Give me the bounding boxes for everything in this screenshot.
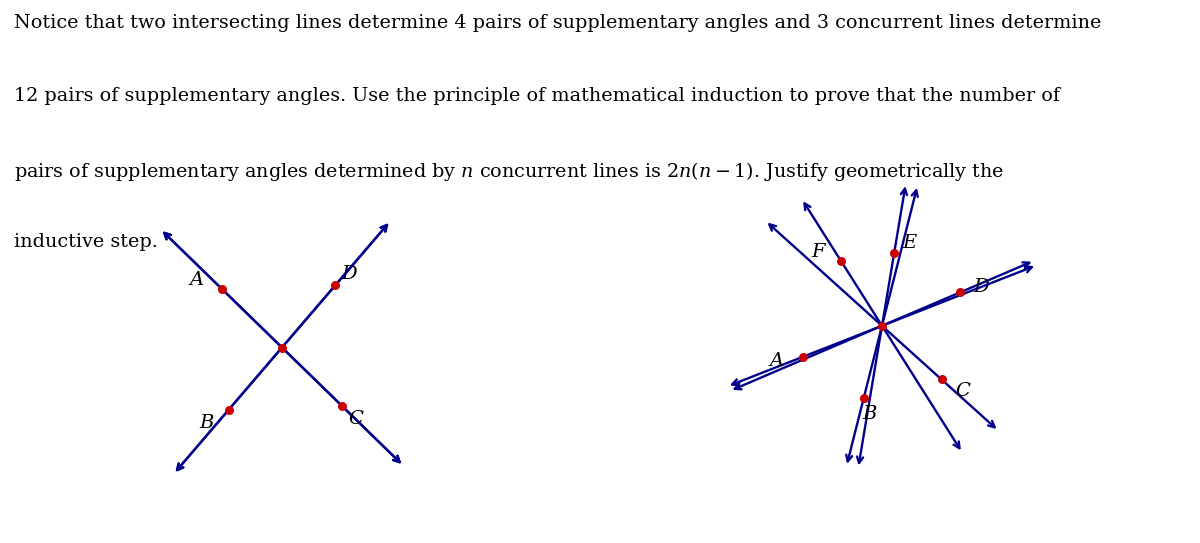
Text: $A$: $A$: [187, 270, 204, 288]
Text: $A$: $A$: [768, 352, 785, 370]
Text: $D$: $D$: [341, 266, 359, 283]
Text: $B$: $B$: [862, 405, 877, 423]
Text: inductive step.: inductive step.: [14, 233, 158, 251]
Text: $F$: $F$: [811, 243, 828, 261]
Text: pairs of supplementary angles determined by $n$ concurrent lines is $2n(n - 1)$.: pairs of supplementary angles determined…: [14, 160, 1004, 183]
Text: Notice that two intersecting lines determine 4 pairs of supplementary angles and: Notice that two intersecting lines deter…: [14, 14, 1102, 31]
Text: $E$: $E$: [901, 235, 918, 252]
Text: $C$: $C$: [348, 411, 365, 428]
Text: $D$: $D$: [973, 278, 990, 296]
Text: $B$: $B$: [199, 414, 215, 432]
Text: 12 pairs of supplementary angles. Use the principle of mathematical induction to: 12 pairs of supplementary angles. Use th…: [14, 87, 1061, 105]
Text: $C$: $C$: [955, 382, 972, 400]
